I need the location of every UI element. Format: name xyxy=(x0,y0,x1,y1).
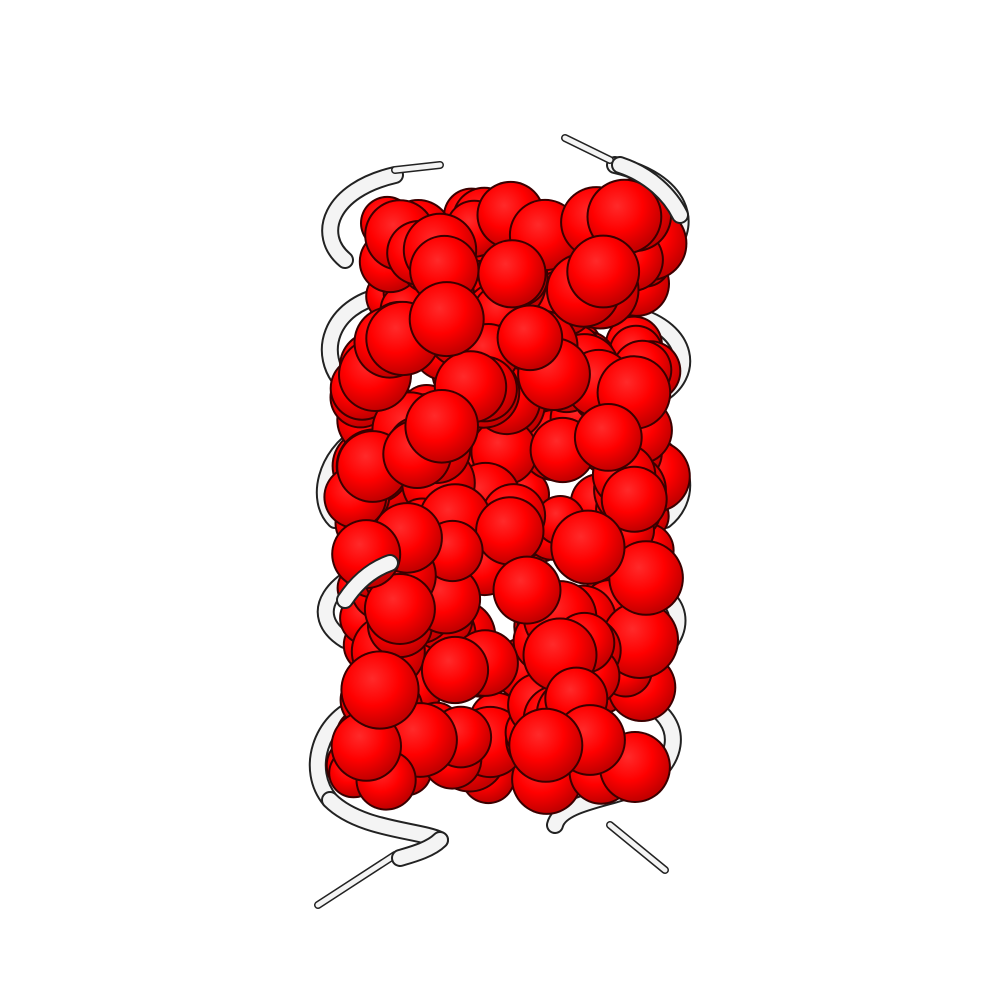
atom-sphere xyxy=(406,391,478,462)
atom-sphere xyxy=(498,306,562,370)
atom-sphere xyxy=(479,241,545,307)
helix-ribbons-front xyxy=(314,134,689,909)
atom-sphere xyxy=(552,511,624,583)
atom-sphere xyxy=(342,652,418,728)
right-top-terminus xyxy=(562,135,613,163)
atom-sphere xyxy=(588,180,661,253)
right-helix-front xyxy=(613,158,687,222)
left-helix-front xyxy=(393,833,447,865)
atom-sphere xyxy=(610,542,682,614)
left-helix-front xyxy=(338,556,397,607)
atom-sphere xyxy=(510,709,582,781)
atom-sphere xyxy=(602,467,666,531)
atom-sphere xyxy=(365,575,434,643)
space-filling-atoms xyxy=(323,177,691,815)
left-bottom-terminus xyxy=(315,852,398,908)
left-top-terminus xyxy=(392,162,443,173)
atom-sphere xyxy=(575,405,641,470)
atom-sphere xyxy=(422,637,488,703)
atom-sphere xyxy=(568,236,639,307)
atom-sphere xyxy=(603,603,677,677)
atom-sphere xyxy=(477,498,543,564)
atom-sphere xyxy=(410,283,483,356)
left-helix-turn xyxy=(323,168,402,267)
atom-sphere xyxy=(494,557,560,623)
right-bottom-terminus xyxy=(607,822,668,873)
